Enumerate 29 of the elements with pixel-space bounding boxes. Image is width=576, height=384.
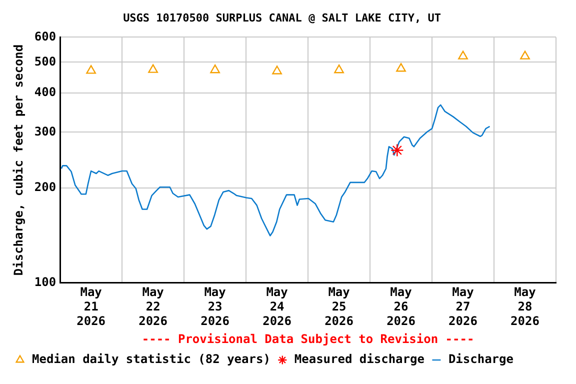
y-tick-label: 200: [34, 180, 56, 194]
legend-label: Measured discharge: [294, 352, 424, 366]
point: [148, 64, 158, 73]
legend-label: Median daily statistic (82 years): [32, 352, 270, 366]
point: [458, 50, 468, 60]
x-tick-label: May 28 2026: [510, 285, 540, 328]
x-tick-label: May 21 2026: [76, 285, 106, 328]
point: [334, 64, 344, 74]
x-tick-label: May 23 2026: [200, 285, 230, 328]
y-tick-label: 300: [34, 124, 56, 138]
legend-label: Discharge: [448, 352, 514, 366]
y-axis-title: Discharge, cubic feet per second: [11, 44, 26, 276]
x-tick-label: May 26 2026: [386, 285, 416, 328]
point: [272, 66, 282, 74]
point: [86, 65, 96, 74]
point: [396, 63, 406, 72]
point: [520, 50, 530, 60]
x-tick-label: May 27 2026: [448, 285, 478, 328]
x-tick-label: May 25 2026: [324, 285, 354, 328]
y-tick-label: 500: [34, 54, 56, 68]
y-tick-label: 600: [34, 29, 56, 44]
text: ---- Provisional Data Subject to Revision ----: [142, 332, 474, 346]
x-tick-label: May 24 2026: [262, 285, 292, 328]
y-tick-label: 100: [34, 274, 56, 289]
y-tick-label: 400: [34, 84, 56, 99]
point: [390, 144, 404, 157]
chart-title: USGS 10170500 SURPLUS CANAL @ SALT LAKE CITY, UT: [123, 11, 442, 24]
x-tick-label: May 22 2026: [138, 285, 168, 328]
point: [210, 64, 220, 74]
